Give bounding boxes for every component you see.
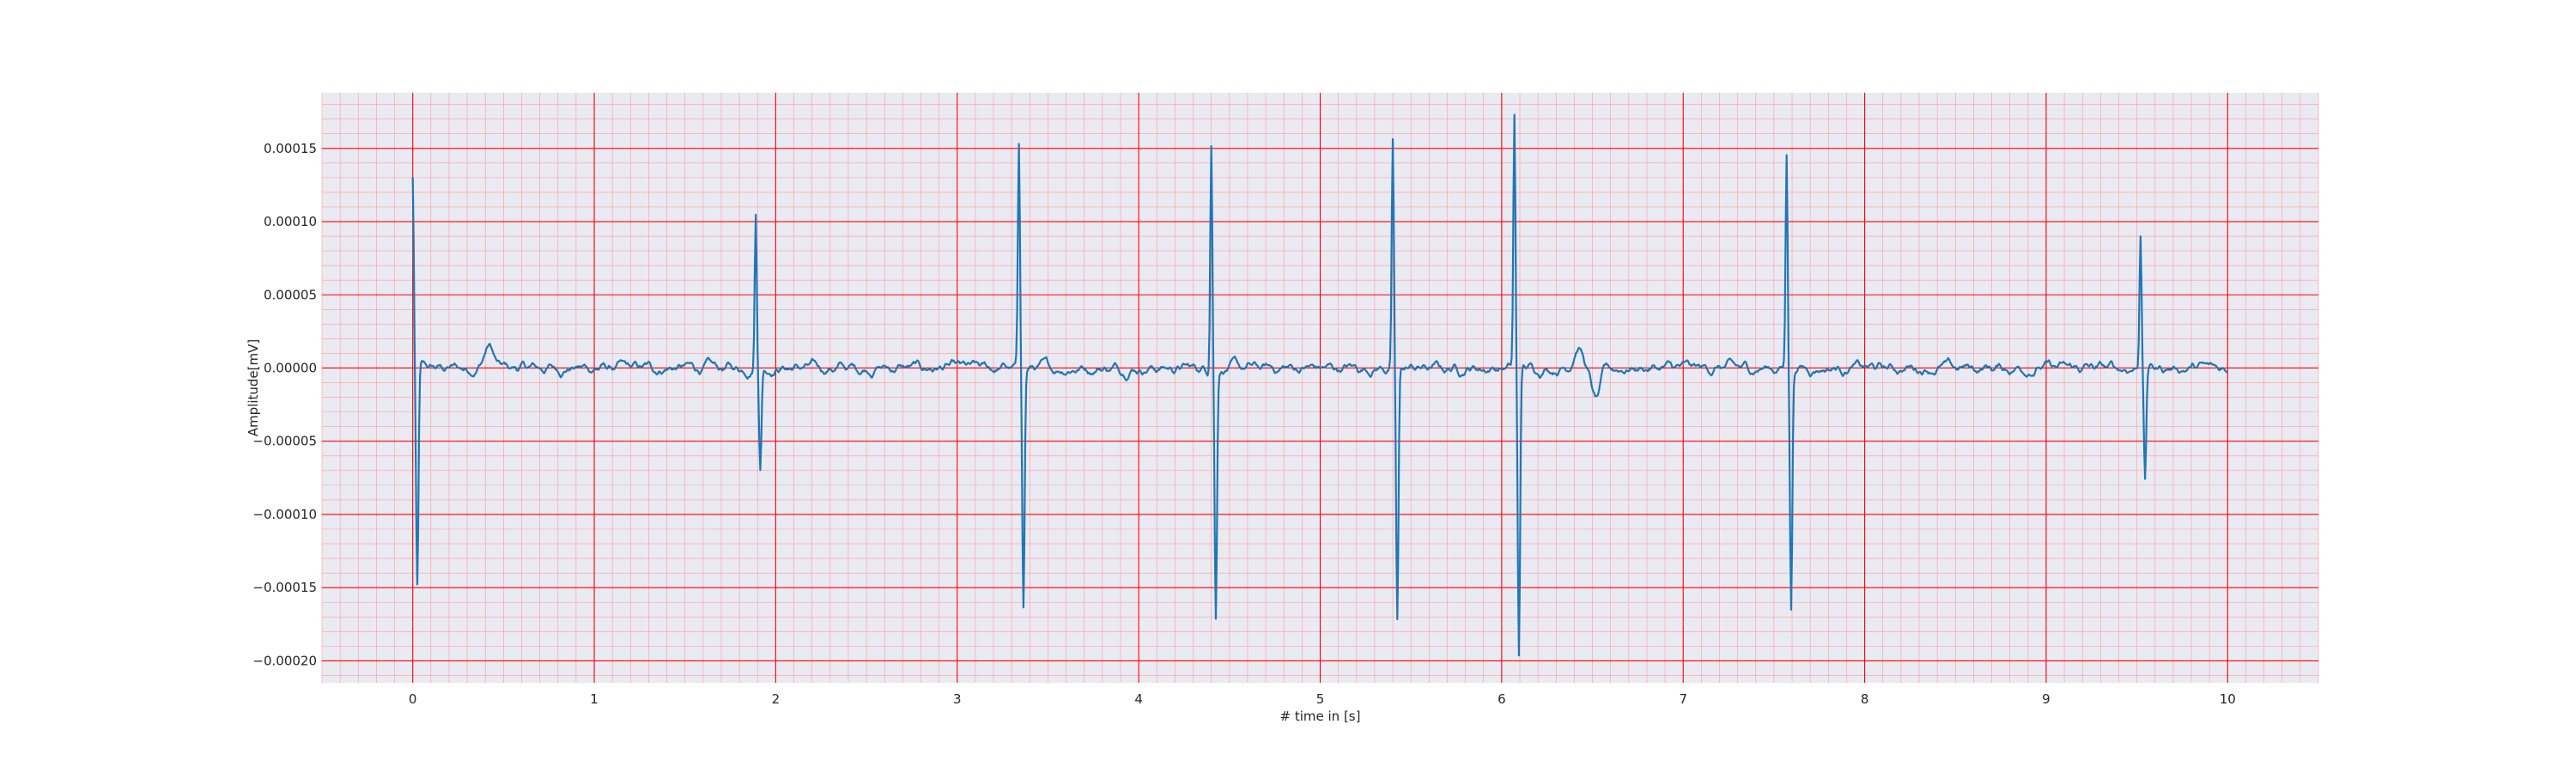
y-tick-label: 0.00015	[264, 141, 317, 156]
x-tick-label: 3	[953, 691, 962, 707]
y-tick-label: −0.00005	[252, 434, 317, 449]
x-tick-labels: 0 1 2 3 4 5 6 7 8 9 10	[409, 691, 2236, 707]
x-tick-label: 6	[1498, 691, 1506, 707]
x-tick-label: 0	[409, 691, 417, 707]
x-axis-label: # time in [s]	[1280, 709, 1361, 724]
y-tick-labels: 0.00015 0.00010 0.00005 0.00000 −0.00005 −0.0…	[252, 141, 317, 669]
x-tick-label: 4	[1134, 691, 1143, 707]
y-tick-label: −0.00020	[252, 653, 317, 668]
x-tick-label: 1	[590, 691, 598, 707]
x-tick-label: 7	[1679, 691, 1687, 707]
y-tick-label: 0.00005	[264, 287, 317, 302]
y-axis-label: Amplitude[mV]	[246, 339, 261, 436]
y-tick-label: −0.00015	[252, 580, 317, 595]
y-tick-label: 0.00010	[264, 214, 317, 229]
y-tick-label: 0.00000	[264, 360, 317, 375]
y-tick-label: −0.00010	[252, 507, 317, 522]
x-tick-label: 5	[1316, 691, 1325, 707]
ecg-signal-series	[411, 113, 2228, 657]
x-tick-label: 8	[1861, 691, 1869, 707]
x-tick-label: 9	[2042, 691, 2050, 707]
major-grid	[322, 93, 2318, 683]
x-tick-label: 2	[772, 691, 781, 707]
x-tick-label: 10	[2220, 691, 2236, 707]
